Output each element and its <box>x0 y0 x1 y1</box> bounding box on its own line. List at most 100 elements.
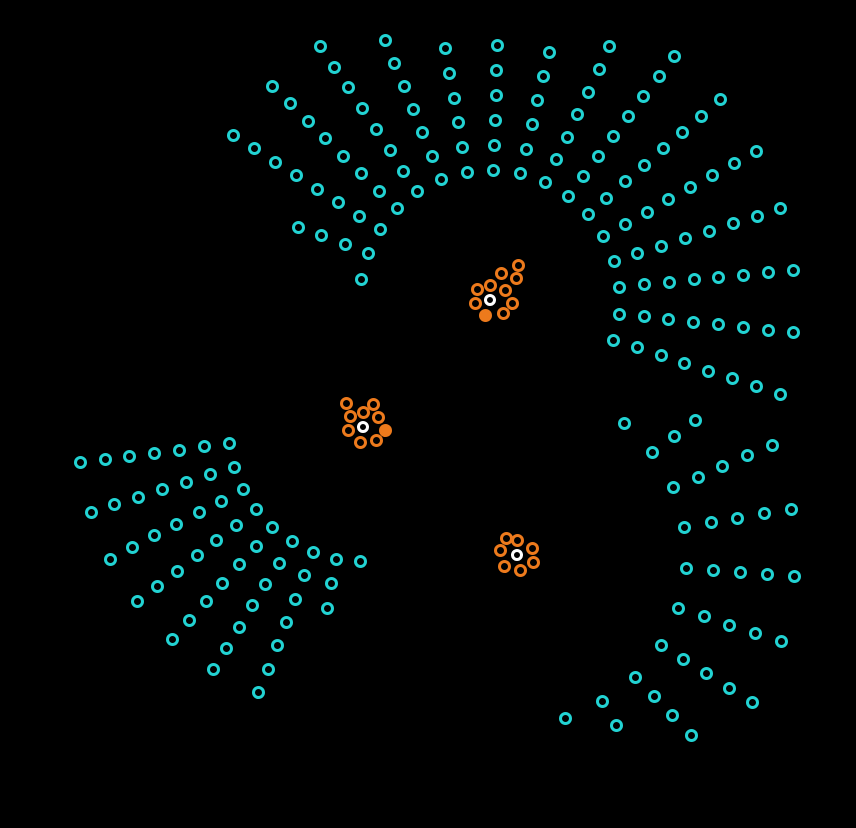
scan-point <box>559 712 572 725</box>
scan-point <box>426 150 439 163</box>
scan-point <box>787 264 800 277</box>
scan-point <box>353 210 366 223</box>
cluster-point <box>479 309 492 322</box>
scan-point <box>666 709 679 722</box>
scan-point <box>774 388 787 401</box>
scan-point <box>132 491 145 504</box>
scan-point <box>230 519 243 532</box>
scan-point <box>266 521 279 534</box>
scan-point <box>723 682 736 695</box>
scan-point <box>638 159 651 172</box>
scan-point <box>577 170 590 183</box>
scan-point <box>698 610 711 623</box>
scan-point <box>537 70 550 83</box>
scan-point <box>641 206 654 219</box>
scan-point <box>373 185 386 198</box>
scan-point <box>339 238 352 251</box>
scan-point <box>108 498 121 511</box>
scan-point <box>582 86 595 99</box>
scan-point <box>758 507 771 520</box>
scan-point <box>657 142 670 155</box>
scan-point <box>370 123 383 136</box>
scan-point <box>762 324 775 337</box>
scan-point <box>662 313 675 326</box>
scan-point <box>123 450 136 463</box>
scan-point <box>355 167 368 180</box>
cluster-point <box>342 424 355 437</box>
scan-point <box>702 365 715 378</box>
scan-point <box>685 729 698 742</box>
scan-point <box>631 247 644 260</box>
scan-point <box>785 503 798 516</box>
scan-point <box>520 143 533 156</box>
scan-point <box>292 221 305 234</box>
scatter-canvas <box>0 0 856 828</box>
scan-point <box>307 546 320 559</box>
scan-point <box>622 110 635 123</box>
scan-point <box>166 633 179 646</box>
scan-point <box>246 599 259 612</box>
scan-point <box>562 190 575 203</box>
scan-point <box>526 118 539 131</box>
scan-point <box>746 696 759 709</box>
scan-point <box>233 621 246 634</box>
scan-point <box>726 372 739 385</box>
scan-point <box>248 142 261 155</box>
scan-point <box>787 326 800 339</box>
scan-point <box>328 61 341 74</box>
cluster-point <box>494 544 507 557</box>
cluster-point <box>499 284 512 297</box>
scan-point <box>655 349 668 362</box>
scan-point <box>439 42 452 55</box>
cluster-point <box>514 564 527 577</box>
scan-point <box>689 414 702 427</box>
scan-point <box>667 481 680 494</box>
scan-point <box>766 439 779 452</box>
scan-point <box>610 719 623 732</box>
scan-point <box>321 602 334 615</box>
scan-point <box>259 578 272 591</box>
scan-point <box>712 271 725 284</box>
scan-point <box>571 108 584 121</box>
scan-point <box>607 130 620 143</box>
scan-point <box>700 667 713 680</box>
scan-point <box>531 94 544 107</box>
scan-point <box>653 70 666 83</box>
scan-point <box>252 686 265 699</box>
cluster-point <box>527 556 540 569</box>
scan-point <box>355 273 368 286</box>
scan-point <box>775 635 788 648</box>
cluster-point <box>510 272 523 285</box>
scan-point <box>688 273 701 286</box>
scan-point <box>774 202 787 215</box>
scan-point <box>220 642 233 655</box>
cluster-point <box>367 398 380 411</box>
scan-point <box>228 461 241 474</box>
scan-point <box>319 132 332 145</box>
scan-point <box>416 126 429 139</box>
scan-point <box>600 192 613 205</box>
scan-point <box>741 449 754 462</box>
scan-point <box>284 97 297 110</box>
scan-point <box>407 103 420 116</box>
scan-point <box>731 512 744 525</box>
scan-point <box>85 506 98 519</box>
scan-point <box>126 541 139 554</box>
scan-point <box>151 580 164 593</box>
scan-point <box>215 495 228 508</box>
scan-point <box>250 503 263 516</box>
scan-point <box>289 593 302 606</box>
scan-point <box>298 569 311 582</box>
scan-point <box>456 141 469 154</box>
scan-point <box>695 110 708 123</box>
scan-point <box>250 540 263 553</box>
cluster-center <box>357 421 369 433</box>
scan-point <box>662 193 675 206</box>
scan-point <box>362 247 375 260</box>
scan-point <box>325 577 338 590</box>
scan-point <box>638 278 651 291</box>
scan-point <box>271 639 284 652</box>
scan-point <box>687 316 700 329</box>
scan-point <box>707 564 720 577</box>
scan-point <box>539 176 552 189</box>
